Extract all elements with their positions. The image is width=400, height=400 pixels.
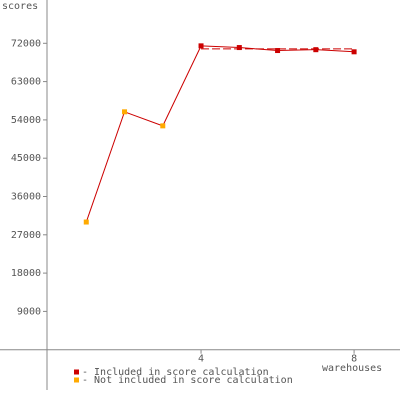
point [351, 49, 357, 55]
y-tick-label: 63000 [11, 77, 41, 88]
y-tick-label: 9000 [17, 306, 41, 317]
point [83, 219, 89, 225]
point [122, 109, 128, 115]
line-segment [124, 111, 163, 127]
y-tick-label: 18000 [11, 268, 41, 279]
line-segment [162, 45, 202, 127]
legend-swatch [74, 369, 79, 375]
line-segment [239, 47, 278, 52]
point [198, 43, 204, 49]
point [313, 47, 319, 53]
line-segment [85, 111, 125, 223]
line-segment [277, 49, 316, 52]
line-segment [201, 45, 240, 49]
y-tick-label: 72000 [11, 38, 41, 49]
y-tick-label: 36000 [11, 192, 41, 203]
line-segment [315, 49, 355, 53]
legend-label: - Included in score calculation [82, 367, 269, 378]
x-axis-label: warehouses [322, 363, 382, 374]
y-tick-label: 45000 [11, 153, 41, 164]
point [160, 123, 166, 129]
x-tick-label: 4 [198, 354, 204, 365]
y-axis-label: scores [2, 1, 38, 12]
legend-label: - Not included in score calculation [82, 375, 293, 386]
point [236, 45, 242, 51]
x-tick-label: 8 [351, 354, 357, 365]
legend-swatch [74, 377, 79, 383]
y-tick-label: 54000 [11, 115, 41, 126]
point [275, 48, 281, 54]
y-tick-label: 27000 [11, 230, 41, 241]
